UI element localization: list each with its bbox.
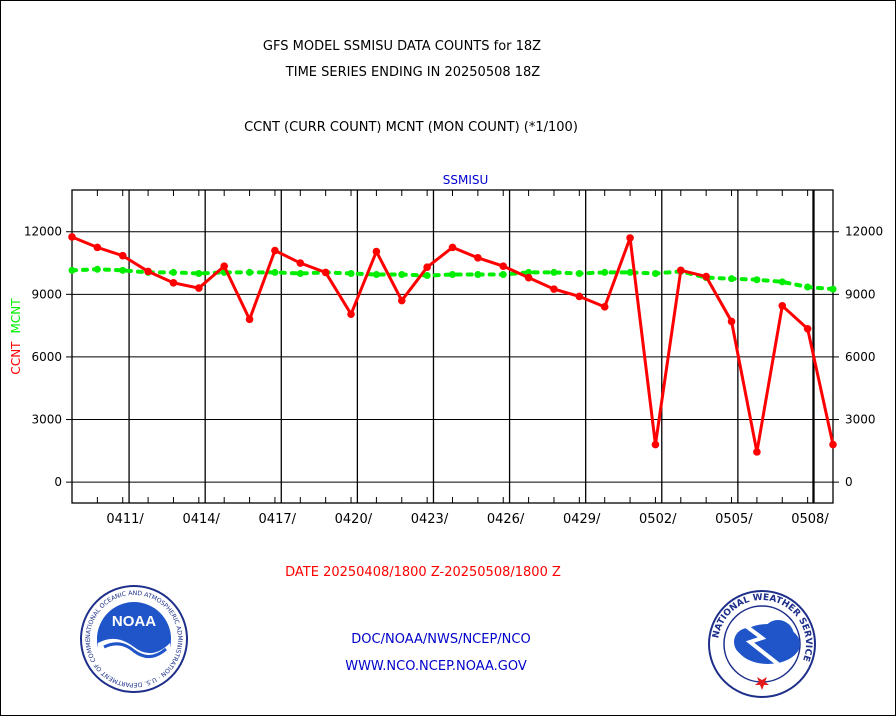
point-ccnt <box>448 243 457 252</box>
y-tick-label-left: 3000 <box>31 413 62 427</box>
point-ccnt <box>372 247 381 256</box>
point-ccnt <box>474 254 482 262</box>
point-mcnt <box>525 268 533 276</box>
point-ccnt <box>550 285 558 293</box>
point-ccnt <box>68 233 76 241</box>
point-mcnt <box>728 275 736 283</box>
point-mcnt <box>169 268 177 276</box>
point-mcnt <box>753 276 761 284</box>
y-axis-label-mcnt: MCNT <box>9 298 23 334</box>
point-ccnt <box>397 296 406 305</box>
panel-label: SSMISU <box>443 173 489 187</box>
x-tick-label: 0426/ <box>487 512 525 527</box>
point-mcnt <box>347 269 355 277</box>
point-mcnt <box>398 271 406 279</box>
date-range-label: DATE 20250408/1800 Z-20250508/1800 Z <box>285 565 561 580</box>
point-mcnt <box>372 271 380 279</box>
point-ccnt <box>575 292 584 301</box>
point-mcnt <box>195 269 203 277</box>
point-mcnt <box>575 269 583 277</box>
point-ccnt <box>271 246 279 255</box>
y-tick-label-right: 0 <box>845 475 853 489</box>
point-mcnt <box>246 268 254 276</box>
point-mcnt <box>68 266 76 274</box>
x-tick-label: 0423/ <box>411 512 449 527</box>
x-tick-label: 0429/ <box>563 512 601 527</box>
x-tick-label: 0414/ <box>182 512 220 527</box>
y-tick-label-left: 0 <box>54 475 62 489</box>
point-ccnt <box>245 315 254 324</box>
point-ccnt <box>727 317 736 326</box>
point-ccnt <box>778 302 787 310</box>
chart-title-line1: GFS MODEL SSMISU DATA COUNTS for 18Z <box>262 39 542 54</box>
point-mcnt <box>778 278 786 286</box>
point-ccnt <box>296 259 305 267</box>
point-mcnt <box>119 266 127 274</box>
point-ccnt <box>347 310 355 318</box>
point-ccnt <box>702 272 710 281</box>
point-mcnt <box>449 271 456 279</box>
point-ccnt <box>651 440 660 449</box>
chart-title-line2: TIME SERIES ENDING IN 20250508 18Z <box>285 65 541 80</box>
point-ccnt <box>524 273 533 282</box>
chart-subtitle: CCNT (CURR COUNT) MCNT (MON COUNT) (*1/1… <box>244 120 578 135</box>
nws-logo: NATIONAL WEATHER SERVICE <box>708 590 816 698</box>
point-mcnt <box>499 271 507 279</box>
y-tick-label-left: 12000 <box>24 225 62 239</box>
point-ccnt <box>169 279 178 287</box>
point-mcnt <box>601 268 609 276</box>
noaa-logo: NOAA NATIONAL OCEANIC AND ATMOSPHERIC AD… <box>80 585 188 693</box>
point-ccnt <box>753 448 761 456</box>
point-ccnt <box>93 243 102 252</box>
point-ccnt <box>626 234 634 242</box>
footer-doc-label: DOC/NOAA/NWS/NCEP/NCO <box>351 632 531 647</box>
point-mcnt <box>626 268 634 276</box>
y-tick-label-right: 6000 <box>845 350 876 364</box>
y-axis-label: CCNT MCNT <box>9 298 23 375</box>
noaa-logo-center-text: NOAA <box>112 613 156 630</box>
point-ccnt <box>499 262 508 270</box>
point-mcnt <box>829 285 837 293</box>
y-tick-label-right: 9000 <box>845 287 876 301</box>
point-ccnt <box>829 440 837 449</box>
point-mcnt <box>423 272 431 280</box>
y-axis-label-ccnt: CCNT <box>9 341 23 375</box>
point-ccnt <box>600 303 609 311</box>
y-tick-label-left: 6000 <box>31 350 62 364</box>
footer-url-label: WWW.NCO.NCEP.NOAA.GOV <box>345 659 527 674</box>
x-tick-label: 0508/ <box>791 512 829 527</box>
point-ccnt <box>195 284 203 292</box>
plot-frame <box>71 189 834 504</box>
x-tick-label: 0420/ <box>335 512 373 527</box>
y-tick-label-left: 9000 <box>31 287 62 301</box>
point-mcnt <box>271 268 279 276</box>
x-tick-label: 0502/ <box>639 512 677 527</box>
point-mcnt <box>651 269 659 277</box>
point-mcnt <box>474 271 482 279</box>
point-ccnt <box>321 268 330 277</box>
point-ccnt <box>118 251 127 260</box>
y-tick-label-right: 12000 <box>845 225 883 239</box>
x-tick-label: 0505/ <box>715 512 753 527</box>
point-ccnt <box>677 266 685 275</box>
y-tick-label-right: 3000 <box>845 413 876 427</box>
point-mcnt <box>550 268 558 276</box>
x-tick-label: 0417/ <box>259 512 297 527</box>
x-tick-label: 0411/ <box>106 512 144 527</box>
point-mcnt <box>804 283 812 291</box>
point-ccnt <box>423 263 431 272</box>
point-mcnt <box>296 269 304 277</box>
point-ccnt <box>220 262 228 270</box>
point-ccnt <box>803 324 812 333</box>
point-mcnt <box>93 265 101 273</box>
point-ccnt <box>144 267 152 276</box>
